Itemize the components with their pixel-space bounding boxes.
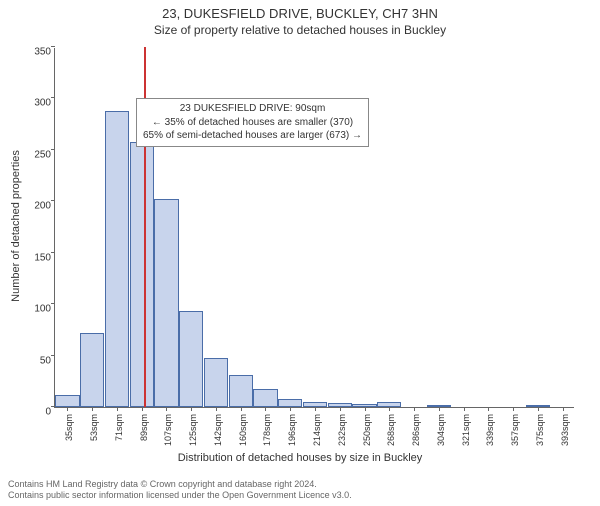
x-tick-mark: [290, 407, 291, 411]
footer-line-2: Contains public sector information licen…: [8, 490, 352, 502]
x-tick-mark: [241, 407, 242, 411]
x-tick-label: 142sqm: [213, 414, 223, 446]
histogram-bar: [130, 142, 154, 407]
page-title: 23, DUKESFIELD DRIVE, BUCKLEY, CH7 3HN: [0, 6, 600, 21]
y-tick-label: 250: [21, 149, 51, 160]
x-tick-mark: [265, 407, 266, 411]
x-tick-label: 196sqm: [287, 414, 297, 446]
annotation-box: 23 DUKESFIELD DRIVE: 90sqm ← 35% of deta…: [136, 98, 369, 147]
page-subtitle: Size of property relative to detached ho…: [0, 23, 600, 37]
y-tick-mark: [51, 97, 55, 98]
x-tick-mark: [340, 407, 341, 411]
x-tick-mark: [117, 407, 118, 411]
x-tick-mark: [315, 407, 316, 411]
annotation-line-3: 65% of semi-detached houses are larger (…: [143, 129, 362, 143]
x-tick-label: 357sqm: [510, 414, 520, 446]
x-tick-label: 107sqm: [163, 414, 173, 446]
x-tick-mark: [389, 407, 390, 411]
x-tick-mark: [191, 407, 192, 411]
y-tick-label: 0: [21, 407, 51, 418]
histogram-bar: [278, 399, 302, 407]
x-tick-mark: [464, 407, 465, 411]
x-tick-label: 321sqm: [461, 414, 471, 446]
y-tick-label: 150: [21, 252, 51, 263]
y-tick-label: 100: [21, 304, 51, 315]
y-tick-label: 50: [21, 355, 51, 366]
y-tick-label: 300: [21, 98, 51, 109]
x-tick-mark: [563, 407, 564, 411]
x-tick-label: 160sqm: [238, 414, 248, 446]
x-tick-label: 53sqm: [89, 414, 99, 441]
x-tick-mark: [538, 407, 539, 411]
y-tick-mark: [51, 149, 55, 150]
x-tick-mark: [142, 407, 143, 411]
annotation-line-1: 23 DUKESFIELD DRIVE: 90sqm: [143, 102, 362, 116]
x-tick-mark: [414, 407, 415, 411]
x-tick-label: 268sqm: [386, 414, 396, 446]
x-tick-label: 339sqm: [485, 414, 495, 446]
histogram-bar: [80, 333, 104, 407]
histogram-bar: [253, 389, 277, 408]
y-tick-label: 350: [21, 47, 51, 58]
histogram-bar: [179, 311, 203, 407]
x-tick-mark: [92, 407, 93, 411]
x-tick-label: 125sqm: [188, 414, 198, 446]
x-tick-mark: [67, 407, 68, 411]
x-tick-label: 35sqm: [64, 414, 74, 441]
histogram-bar: [105, 111, 129, 407]
footer-attribution: Contains HM Land Registry data © Crown c…: [8, 479, 352, 502]
x-tick-mark: [365, 407, 366, 411]
y-tick-label: 200: [21, 201, 51, 212]
x-axis-label: Distribution of detached houses by size …: [0, 452, 600, 464]
histogram-bar: [154, 199, 178, 407]
y-tick-mark: [51, 46, 55, 47]
x-tick-label: 89sqm: [139, 414, 149, 441]
y-tick-mark: [51, 355, 55, 356]
y-tick-mark: [51, 200, 55, 201]
histogram-bar: [55, 395, 79, 407]
x-tick-label: 250sqm: [362, 414, 372, 446]
x-tick-mark: [166, 407, 167, 411]
x-tick-label: 393sqm: [560, 414, 570, 446]
footer-line-1: Contains HM Land Registry data © Crown c…: [8, 479, 352, 491]
x-tick-label: 232sqm: [337, 414, 347, 446]
chart-area: 05010015020025030035035sqm53sqm71sqm89sq…: [54, 48, 574, 408]
x-tick-mark: [513, 407, 514, 411]
x-tick-label: 375sqm: [535, 414, 545, 446]
y-tick-mark: [51, 252, 55, 253]
x-tick-label: 71sqm: [114, 414, 124, 441]
annotation-line-2: ← 35% of detached houses are smaller (37…: [143, 116, 362, 130]
x-tick-mark: [216, 407, 217, 411]
x-tick-mark: [439, 407, 440, 411]
histogram-bar: [229, 375, 253, 407]
x-tick-label: 214sqm: [312, 414, 322, 446]
y-axis-label: Number of detached properties: [10, 150, 22, 302]
x-tick-label: 178sqm: [262, 414, 272, 446]
y-tick-mark: [51, 303, 55, 304]
x-tick-mark: [488, 407, 489, 411]
histogram-bar: [204, 358, 228, 407]
x-tick-label: 304sqm: [436, 414, 446, 446]
x-tick-label: 286sqm: [411, 414, 421, 446]
